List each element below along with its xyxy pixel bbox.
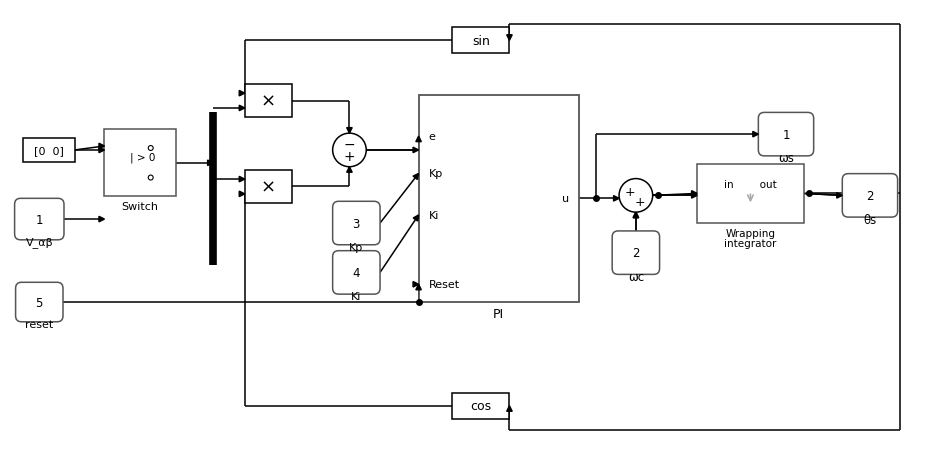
Polygon shape xyxy=(416,285,421,290)
Text: 4: 4 xyxy=(352,267,360,279)
Polygon shape xyxy=(507,36,512,41)
Text: cos: cos xyxy=(471,400,491,412)
Text: ×: × xyxy=(261,178,276,196)
Polygon shape xyxy=(347,129,352,134)
Bar xyxy=(698,165,804,224)
Circle shape xyxy=(333,134,366,167)
FancyBboxPatch shape xyxy=(758,113,814,156)
Bar xyxy=(418,96,578,302)
Text: Ki: Ki xyxy=(429,211,439,221)
FancyBboxPatch shape xyxy=(612,231,659,275)
Circle shape xyxy=(148,146,153,151)
Text: 1: 1 xyxy=(782,129,790,141)
Bar xyxy=(452,28,510,54)
FancyBboxPatch shape xyxy=(16,283,63,322)
Polygon shape xyxy=(507,406,512,411)
Circle shape xyxy=(619,179,653,213)
Text: in        out: in out xyxy=(724,179,777,189)
Polygon shape xyxy=(99,148,104,153)
Text: Reset: Reset xyxy=(429,280,459,290)
Text: Kp: Kp xyxy=(429,169,443,179)
Polygon shape xyxy=(837,193,843,199)
Polygon shape xyxy=(239,192,245,197)
Text: +: + xyxy=(625,185,635,198)
Polygon shape xyxy=(633,213,639,218)
Text: 2: 2 xyxy=(866,189,873,202)
Polygon shape xyxy=(239,106,245,111)
Text: ×: × xyxy=(261,92,276,110)
Polygon shape xyxy=(207,161,213,166)
Polygon shape xyxy=(239,177,245,183)
Polygon shape xyxy=(413,216,418,221)
Text: sin: sin xyxy=(472,35,490,48)
Text: Ki: Ki xyxy=(352,291,362,301)
Polygon shape xyxy=(413,148,418,153)
Bar xyxy=(452,393,510,419)
Text: ωc: ωc xyxy=(628,270,644,283)
Polygon shape xyxy=(416,137,421,143)
FancyBboxPatch shape xyxy=(843,174,897,218)
Text: ωs: ωs xyxy=(778,152,794,165)
Text: 1: 1 xyxy=(35,213,43,226)
Text: | > 0: | > 0 xyxy=(130,152,155,163)
Text: Kp: Kp xyxy=(350,242,364,252)
Text: e: e xyxy=(429,132,435,142)
Polygon shape xyxy=(347,167,352,173)
Polygon shape xyxy=(692,191,698,197)
Bar xyxy=(104,130,176,197)
Text: −: − xyxy=(343,138,355,152)
Bar xyxy=(245,85,292,118)
Text: u: u xyxy=(562,194,569,204)
Text: reset: reset xyxy=(25,319,53,329)
FancyBboxPatch shape xyxy=(15,199,64,240)
Text: Switch: Switch xyxy=(122,202,158,212)
Text: θs: θs xyxy=(863,213,877,226)
Text: V_αβ: V_αβ xyxy=(25,237,53,248)
Polygon shape xyxy=(99,217,104,222)
FancyBboxPatch shape xyxy=(333,202,380,245)
Text: +: + xyxy=(343,150,355,164)
Polygon shape xyxy=(99,144,104,149)
Polygon shape xyxy=(413,174,418,180)
Polygon shape xyxy=(633,213,639,218)
Circle shape xyxy=(148,176,153,180)
Text: 5: 5 xyxy=(35,296,43,309)
Text: +: + xyxy=(634,195,645,208)
Bar xyxy=(245,170,292,204)
Polygon shape xyxy=(692,193,698,199)
Text: PI: PI xyxy=(493,308,504,321)
Polygon shape xyxy=(239,91,245,97)
Text: 3: 3 xyxy=(352,217,360,230)
Polygon shape xyxy=(752,132,758,138)
Text: [0  0]: [0 0] xyxy=(34,146,64,156)
Bar xyxy=(23,139,74,162)
Polygon shape xyxy=(614,196,619,202)
Polygon shape xyxy=(413,282,418,287)
FancyBboxPatch shape xyxy=(333,251,380,295)
Text: integrator: integrator xyxy=(724,238,777,248)
Text: 2: 2 xyxy=(632,247,640,260)
Text: Wrapping: Wrapping xyxy=(725,228,776,239)
